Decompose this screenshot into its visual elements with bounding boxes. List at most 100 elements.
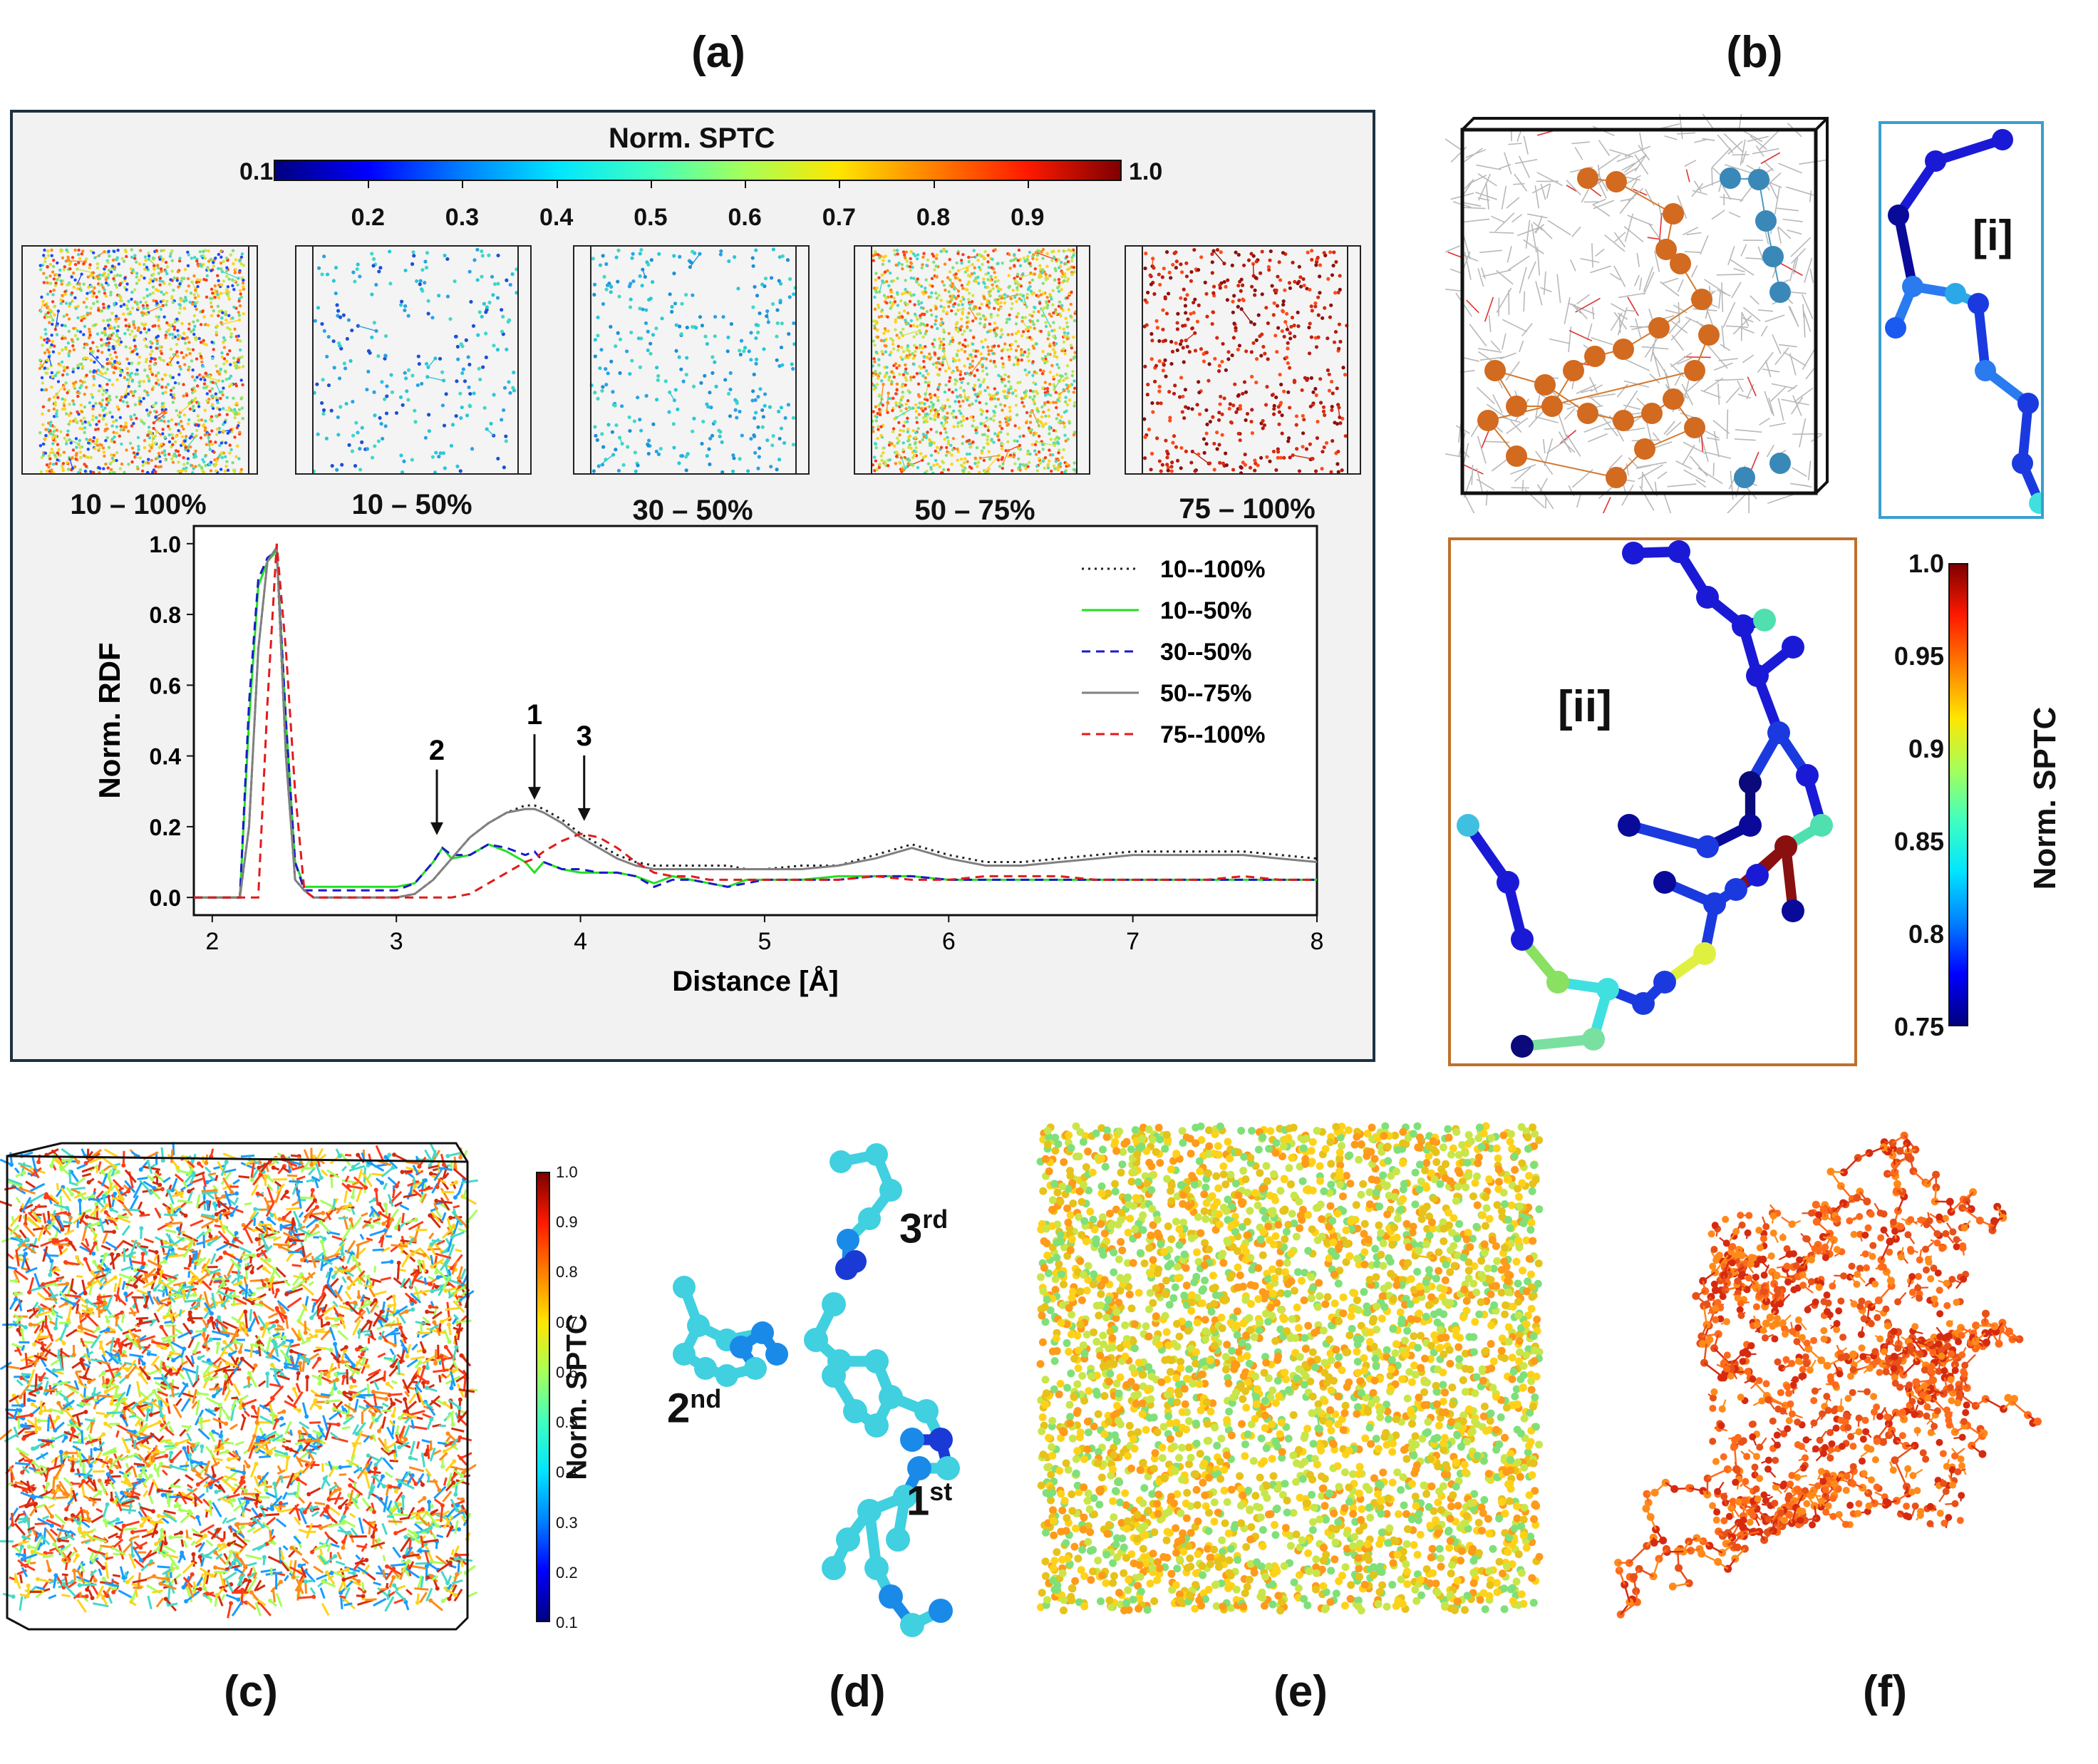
- atom: [730, 1336, 753, 1358]
- colorbar-a-tick-mark: [556, 181, 558, 188]
- atom: [1746, 864, 1769, 887]
- annotation-label-2: 3: [577, 721, 592, 752]
- b-atom-orange: [1684, 360, 1705, 381]
- inset-i-frame: [i]: [1879, 121, 2050, 519]
- colorbar-c-tick: 0.6: [556, 1363, 578, 1381]
- colorbar-c-title: Norm. SPTC: [561, 1314, 593, 1480]
- panel-label-f: (f): [1863, 1667, 1907, 1716]
- b-atom-orange: [1613, 339, 1634, 360]
- atom: [1497, 871, 1519, 894]
- c-box-edges: [6, 1155, 468, 1618]
- colorbar-a-tick: 0.5: [634, 204, 668, 231]
- b-atom-orange: [1534, 374, 1556, 396]
- label-1st-base: 1: [906, 1477, 930, 1525]
- b-atom-orange: [1606, 467, 1627, 488]
- annotation-arrowhead-1: [430, 822, 444, 835]
- panel-label-b: (b): [1726, 28, 1783, 77]
- atom: [1885, 317, 1906, 339]
- inset-ii-frame: [ii]: [1448, 537, 1857, 1066]
- colorbar-a-tick-mark: [368, 181, 370, 188]
- y-tick-label: 1.0: [150, 532, 181, 557]
- snapshot-75-100: [1125, 245, 1361, 475]
- annotation-arrowhead-0: [527, 787, 541, 800]
- atom: [1696, 586, 1719, 609]
- b-atom-orange: [1477, 410, 1499, 431]
- b-box-front: [1460, 128, 1818, 495]
- atom: [1582, 1028, 1605, 1051]
- rdf-chart: 2 3 4 5 6 7 8 0.0 0.2 0.4 0.6 0.8 1.0 Distance [Å] Nor…: [93, 525, 1323, 997]
- atom: [879, 1179, 902, 1202]
- atom: [907, 1456, 931, 1480]
- legend-label-2: 30--50%: [1160, 639, 1252, 666]
- b-atom-blue: [1769, 453, 1791, 474]
- panel-f-network: [1614, 1131, 2042, 1619]
- x-tick-label: 5: [758, 928, 771, 955]
- atom: [843, 1399, 867, 1423]
- atom: [1888, 205, 1909, 226]
- atom: [1796, 764, 1819, 787]
- atom: [1925, 150, 1946, 172]
- atom: [2012, 453, 2033, 474]
- atom: [914, 1399, 939, 1423]
- atom: [1746, 664, 1769, 687]
- b-atom-orange: [1691, 289, 1712, 310]
- series-line-2: [194, 548, 1317, 899]
- panel-label-c: (c): [224, 1667, 278, 1716]
- atom: [858, 1207, 881, 1230]
- annotation-label-1: 2: [429, 735, 445, 766]
- atom: [1902, 276, 1923, 297]
- panel-label-e: (e): [1273, 1667, 1328, 1716]
- atom: [1992, 129, 2013, 150]
- b-atom-orange: [1541, 396, 1563, 417]
- legend-label-4: 75--100%: [1160, 721, 1265, 748]
- atom: [929, 1428, 953, 1452]
- colorbar-b-tick: 1.0: [1908, 549, 1944, 578]
- snapshot-label-75-100: 75 – 100%: [1179, 493, 1316, 525]
- atom: [1668, 540, 1690, 563]
- atom: [1774, 835, 1797, 858]
- colorbar-c-gradient: [536, 1172, 550, 1622]
- atom: [1732, 614, 1755, 637]
- y-tick-label: 0.2: [150, 815, 181, 840]
- b-atom-blue: [1755, 210, 1777, 232]
- panel-d-chains: [673, 1143, 960, 1637]
- x-tick-label: 7: [1126, 928, 1140, 955]
- atom: [1753, 609, 1776, 631]
- colorbar-a-tick: 0.4: [539, 204, 574, 231]
- atom: [1546, 971, 1569, 994]
- b-atom-orange: [1506, 396, 1527, 417]
- series-line-4: [194, 543, 1317, 899]
- atom: [864, 1349, 889, 1373]
- b-atom-orange: [1663, 388, 1684, 410]
- atom: [1782, 899, 1804, 922]
- atom: [1767, 721, 1790, 744]
- y-tick-label: 0.0: [150, 885, 181, 911]
- atom: [822, 1556, 846, 1580]
- atom: [1810, 814, 1833, 837]
- bond: [1516, 1033, 1599, 1052]
- b-atom-orange: [1506, 445, 1527, 467]
- atom: [694, 1357, 717, 1380]
- inset-i-label: [i]: [1973, 212, 2013, 259]
- colorbar-a-min-label: 0.1: [239, 158, 274, 185]
- atom: [1622, 542, 1645, 564]
- x-tick-label: 2: [205, 928, 219, 955]
- atom: [1596, 978, 1619, 1001]
- b-atom-orange: [1613, 410, 1634, 431]
- colorbar-c-tick: 0.5: [556, 1413, 578, 1432]
- b-atom-orange: [1670, 253, 1691, 274]
- atom: [836, 1527, 860, 1552]
- colorbar-a-tick: 0.7: [822, 204, 856, 231]
- y-tick-label: 0.4: [150, 744, 182, 770]
- panel-e-network: [1036, 1122, 1544, 1615]
- c-box-frame: [6, 1142, 469, 1631]
- atom: [830, 1150, 852, 1173]
- atom: [822, 1292, 846, 1316]
- y-tick-label: 0.6: [150, 673, 181, 698]
- atom: [687, 1314, 710, 1337]
- atom: [1457, 814, 1479, 837]
- atom: [929, 1599, 953, 1623]
- panel-d-label-1st: 1st: [906, 1477, 952, 1525]
- atom: [936, 1456, 960, 1480]
- x-tick-label: 4: [574, 928, 587, 955]
